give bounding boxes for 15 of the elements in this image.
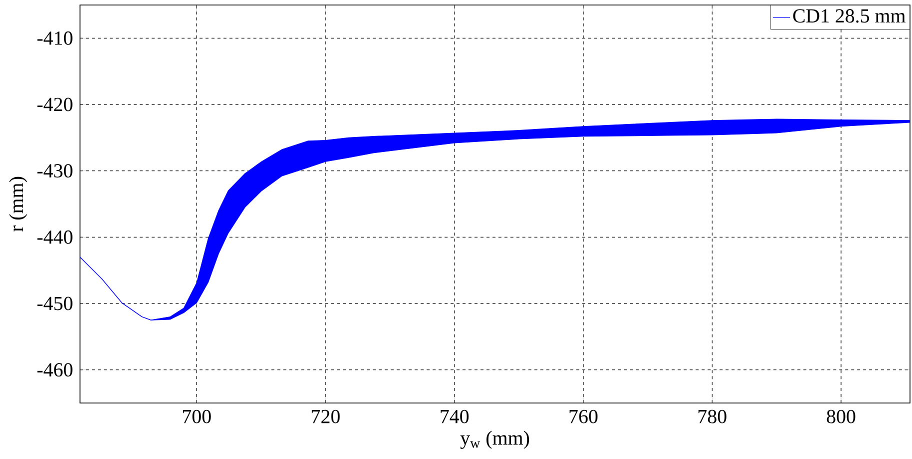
x-tick-label: 720 xyxy=(312,410,340,424)
x-tick-label: 800 xyxy=(826,410,856,424)
y-tick-label: -430 xyxy=(37,164,72,178)
y-axis-title: r (mm) xyxy=(9,176,28,232)
x-axis-title: y$_{w}$ (mm) xyxy=(460,430,530,449)
y-tick-label: -450 xyxy=(37,296,72,310)
y-tick-label: -420 xyxy=(37,98,72,112)
y-tick-label: -440 xyxy=(37,230,72,244)
x-tick-label: 740 xyxy=(440,410,469,424)
x-tick-label: 780 xyxy=(698,410,726,424)
y-tick-label: -410 xyxy=(37,31,72,45)
y-tick-label: -460 xyxy=(37,363,72,377)
x-tick-label: 760 xyxy=(570,410,598,424)
x-tick-label: 700 xyxy=(183,410,211,424)
legend-label: CD1 28.5 mm xyxy=(793,9,906,23)
